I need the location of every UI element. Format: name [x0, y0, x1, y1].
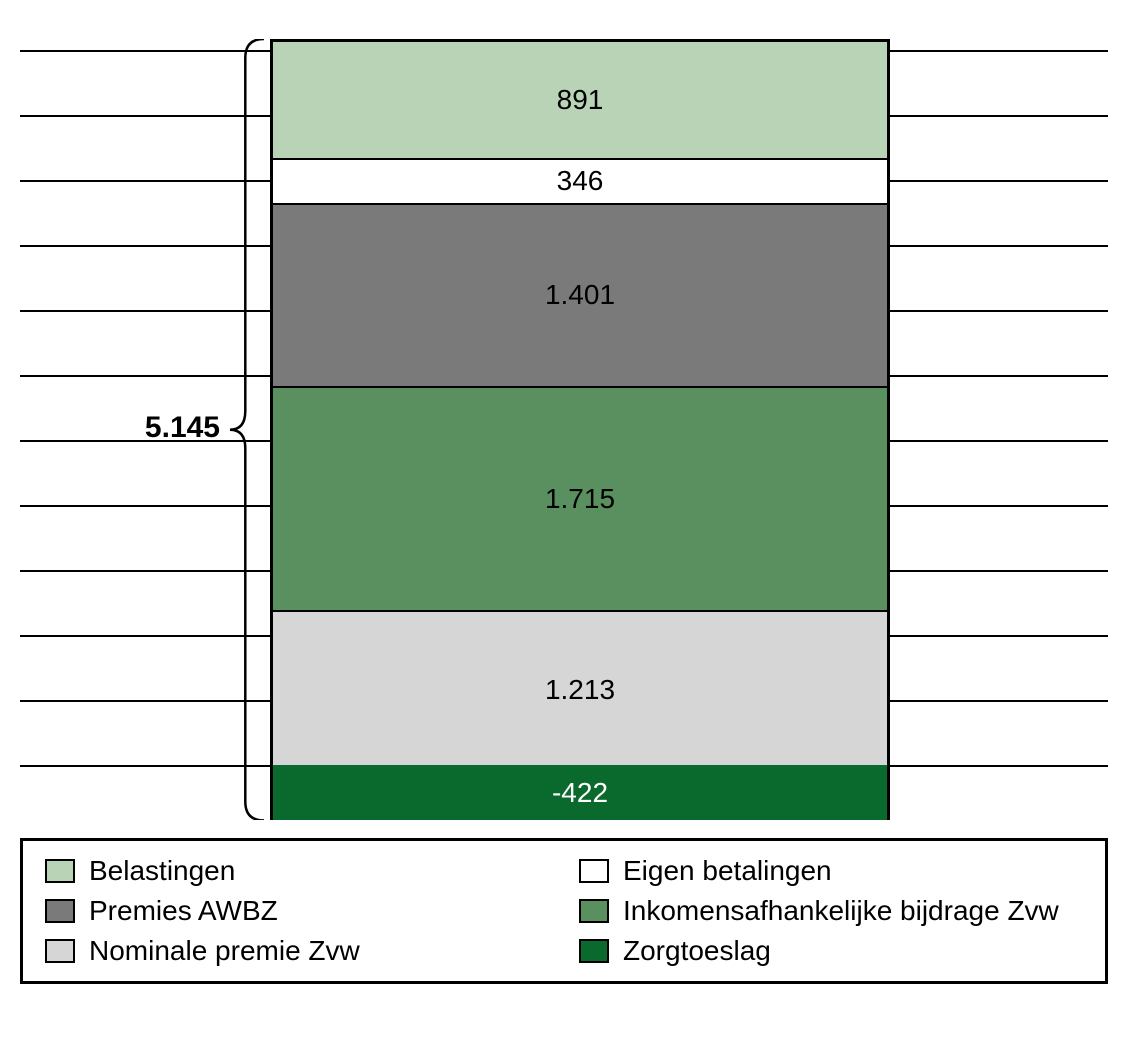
segment-nominale: 1.213 [273, 610, 887, 768]
segment-label: -422 [552, 777, 608, 809]
legend-item-zorgtoeslag: Zorgtoeslag [579, 935, 1083, 967]
legend-swatch [45, 859, 75, 883]
legend-item-nominale: Nominale premie Zvw [45, 935, 549, 967]
legend-item-inkomens: Inkomensafhankelijke bijdrage Zvw [579, 895, 1083, 927]
legend-label: Eigen betalingen [623, 855, 832, 887]
plot-area: 891 346 1.401 1.715 1.213 -422 5.145 [20, 20, 1108, 820]
legend-item-awbz: Premies AWBZ [45, 895, 549, 927]
segment-eigen: 346 [273, 158, 887, 203]
legend-label: Premies AWBZ [89, 895, 278, 927]
stacked-bar-positive: 891 346 1.401 1.715 1.213 [270, 39, 890, 765]
legend-label: Belastingen [89, 855, 235, 887]
legend-swatch [579, 899, 609, 923]
segment-awbz: 1.401 [273, 203, 887, 386]
segment-label: 891 [557, 84, 604, 116]
total-label: 5.145 [20, 411, 220, 445]
legend-swatch [579, 859, 609, 883]
legend-swatch [579, 939, 609, 963]
legend-label: Nominale premie Zvw [89, 935, 360, 967]
segment-label: 1.715 [545, 483, 615, 515]
legend-item-belastingen: Belastingen [45, 855, 549, 887]
legend-label: Zorgtoeslag [623, 935, 771, 967]
legend-swatch [45, 939, 75, 963]
legend: Belastingen Eigen betalingen Premies AWBZ I… [20, 838, 1108, 984]
segment-label: 1.213 [545, 674, 615, 706]
stacked-bar-negative: -422 [270, 765, 890, 820]
legend-swatch [45, 899, 75, 923]
segment-inkomens: 1.715 [273, 386, 887, 610]
legend-label: Inkomensafhankelijke bijdrage Zvw [623, 895, 1059, 927]
chart: 891 346 1.401 1.715 1.213 -422 5.145 Belasting… [20, 20, 1108, 984]
segment-label: 346 [557, 165, 604, 197]
segment-label: 1.401 [545, 279, 615, 311]
legend-item-eigen: Eigen betalingen [579, 855, 1083, 887]
segment-belastingen: 891 [273, 42, 887, 158]
brace-icon [230, 39, 264, 820]
segment-zorgtoeslag: -422 [273, 765, 887, 820]
